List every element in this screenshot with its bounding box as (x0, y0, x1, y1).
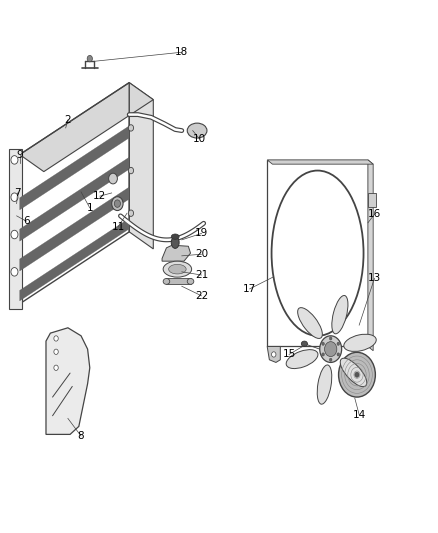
Circle shape (109, 173, 117, 184)
Text: 22: 22 (195, 291, 208, 301)
Text: 11: 11 (112, 222, 125, 231)
Polygon shape (9, 149, 22, 309)
Circle shape (11, 193, 18, 201)
Polygon shape (20, 187, 129, 271)
Circle shape (325, 342, 337, 357)
Circle shape (322, 342, 325, 345)
Circle shape (339, 352, 375, 397)
Polygon shape (20, 219, 129, 301)
Circle shape (320, 336, 342, 362)
Text: 6: 6 (23, 216, 30, 226)
Ellipse shape (344, 334, 376, 351)
Polygon shape (46, 328, 90, 434)
Polygon shape (267, 160, 373, 164)
Circle shape (114, 200, 120, 207)
Ellipse shape (340, 358, 367, 386)
Ellipse shape (298, 308, 322, 338)
Polygon shape (129, 83, 153, 249)
Polygon shape (20, 83, 153, 172)
Circle shape (322, 353, 325, 356)
Polygon shape (368, 193, 376, 206)
Circle shape (54, 349, 58, 354)
Text: 19: 19 (195, 229, 208, 238)
Circle shape (11, 268, 18, 276)
Text: 15: 15 (283, 350, 296, 359)
Circle shape (329, 358, 332, 361)
Polygon shape (20, 126, 129, 210)
Circle shape (87, 55, 92, 62)
Text: 13: 13 (368, 273, 381, 283)
Circle shape (11, 230, 18, 239)
Text: 2: 2 (64, 115, 71, 125)
Ellipse shape (332, 295, 348, 334)
Ellipse shape (163, 261, 192, 277)
Ellipse shape (171, 237, 179, 248)
Circle shape (11, 156, 18, 164)
Polygon shape (267, 346, 280, 362)
Text: 9: 9 (16, 150, 23, 159)
Circle shape (272, 352, 276, 357)
Text: 18: 18 (175, 47, 188, 57)
Text: 16: 16 (368, 209, 381, 219)
Polygon shape (368, 160, 373, 351)
Polygon shape (162, 245, 191, 261)
Circle shape (128, 125, 134, 131)
Circle shape (337, 353, 339, 356)
Ellipse shape (317, 365, 332, 404)
Circle shape (54, 336, 58, 341)
Ellipse shape (286, 350, 318, 368)
Circle shape (54, 365, 58, 370)
Ellipse shape (187, 278, 194, 285)
Circle shape (355, 372, 359, 377)
Polygon shape (20, 157, 129, 241)
Ellipse shape (171, 234, 179, 239)
Circle shape (337, 342, 339, 345)
Text: 1: 1 (86, 203, 93, 213)
Circle shape (329, 337, 332, 340)
Polygon shape (166, 278, 191, 284)
Text: 7: 7 (14, 188, 21, 198)
Ellipse shape (169, 264, 186, 274)
Circle shape (128, 167, 134, 174)
Ellipse shape (163, 278, 170, 285)
Text: 12: 12 (93, 191, 106, 201)
Text: 14: 14 (353, 410, 366, 419)
Ellipse shape (301, 341, 307, 346)
Text: 20: 20 (195, 249, 208, 259)
Text: 17: 17 (243, 284, 256, 294)
Ellipse shape (187, 123, 207, 138)
Text: 21: 21 (195, 270, 208, 280)
Text: 8: 8 (78, 431, 85, 441)
Text: 10: 10 (193, 134, 206, 143)
Circle shape (112, 197, 123, 211)
Circle shape (128, 210, 134, 216)
